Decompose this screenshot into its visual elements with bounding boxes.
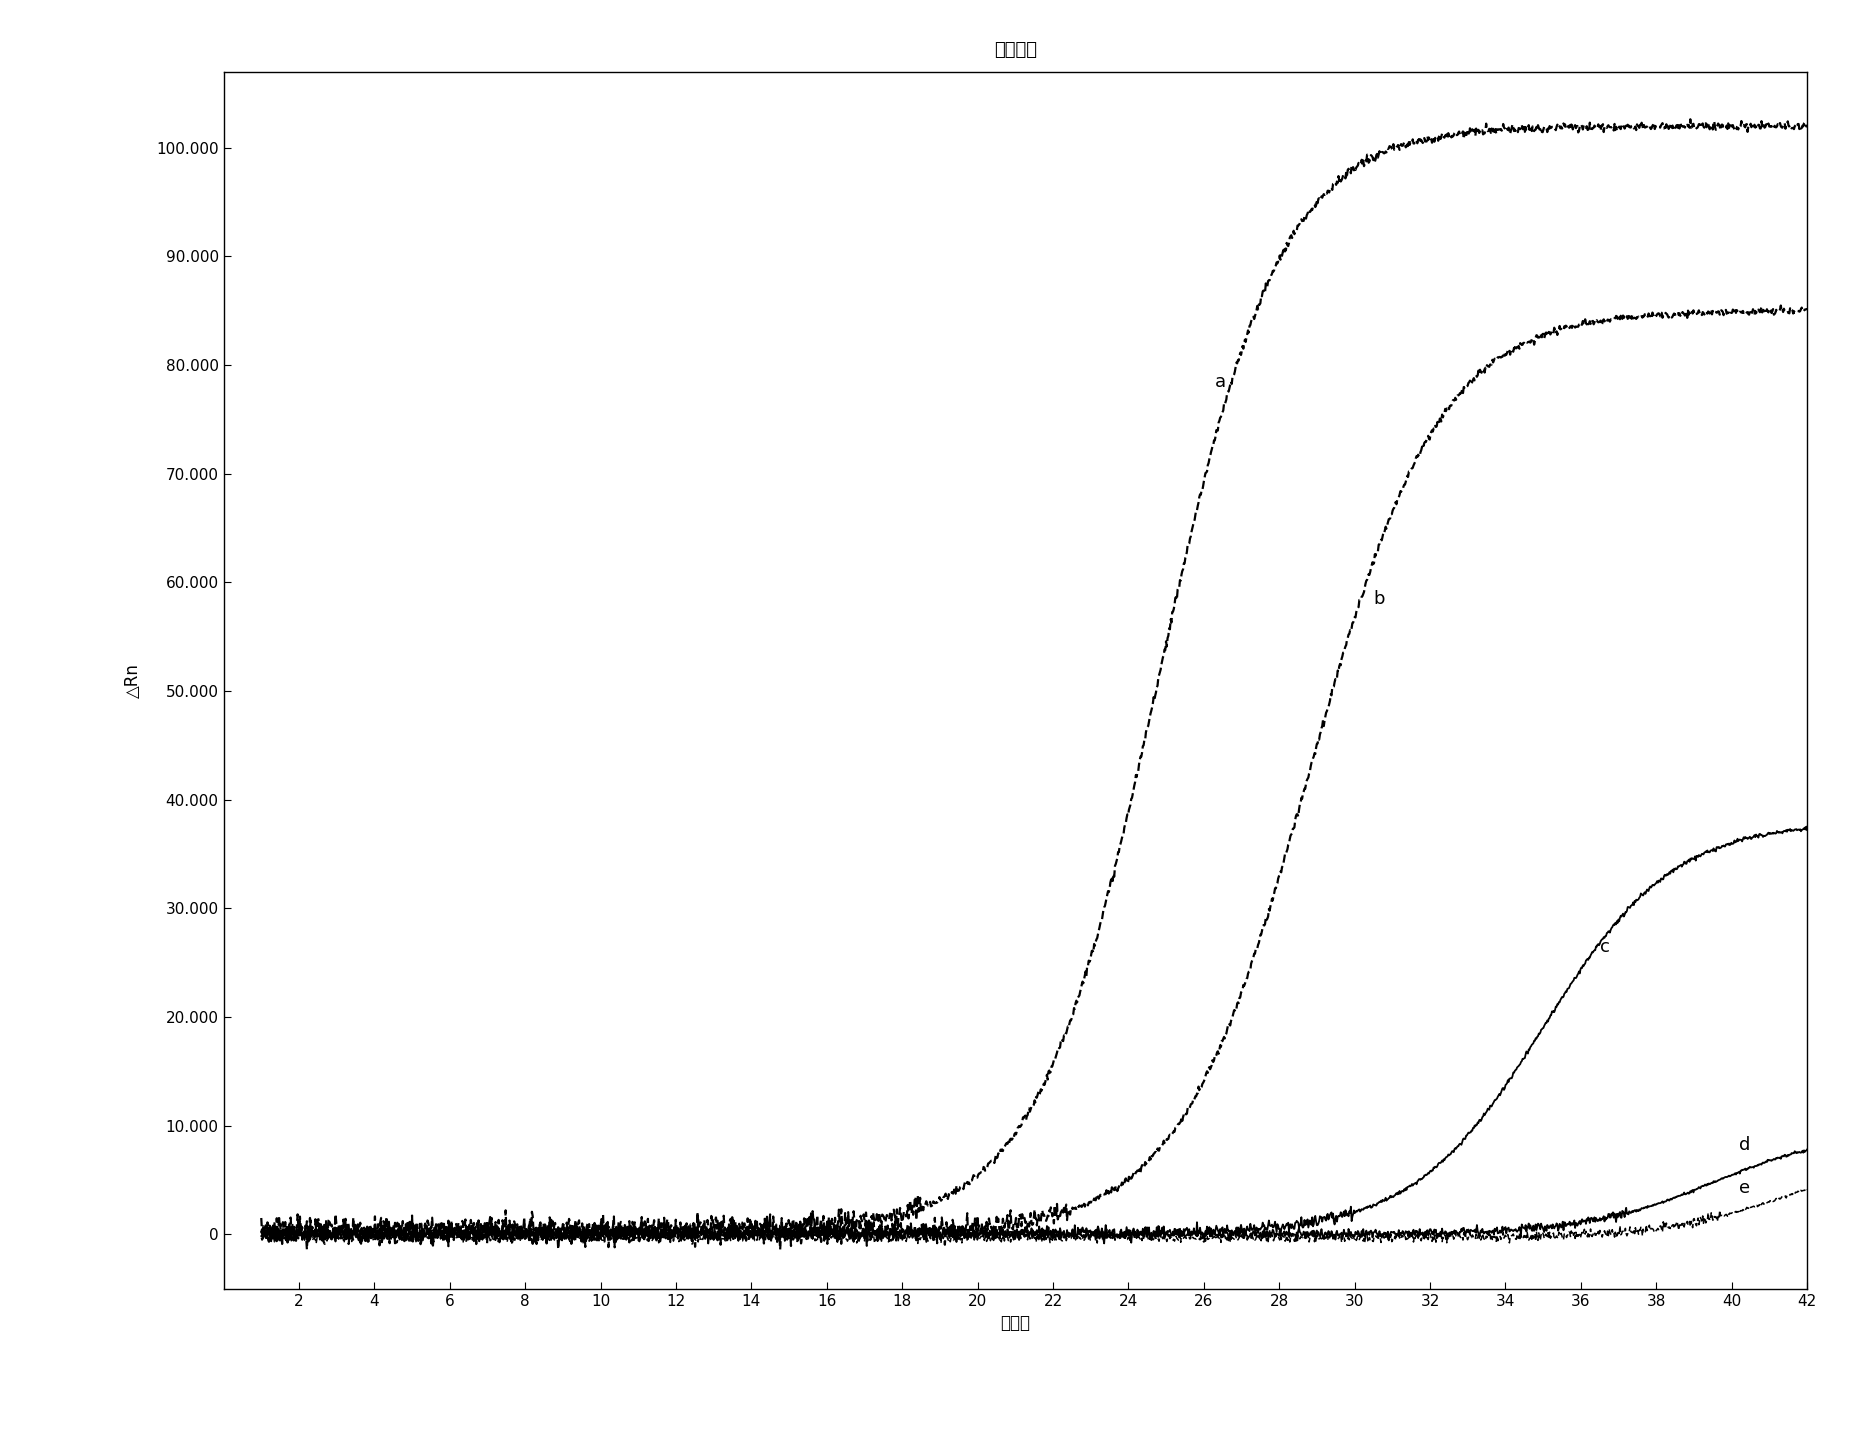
Text: c: c bbox=[1600, 938, 1610, 957]
Text: a: a bbox=[1215, 372, 1226, 391]
X-axis label: 循环数: 循环数 bbox=[1000, 1315, 1030, 1332]
Text: b: b bbox=[1373, 590, 1384, 609]
Y-axis label: △Rn: △Rn bbox=[125, 663, 142, 697]
Text: e: e bbox=[1740, 1179, 1751, 1197]
Text: d: d bbox=[1740, 1136, 1751, 1154]
Title: 扩增曲线: 扩增曲线 bbox=[993, 42, 1038, 59]
